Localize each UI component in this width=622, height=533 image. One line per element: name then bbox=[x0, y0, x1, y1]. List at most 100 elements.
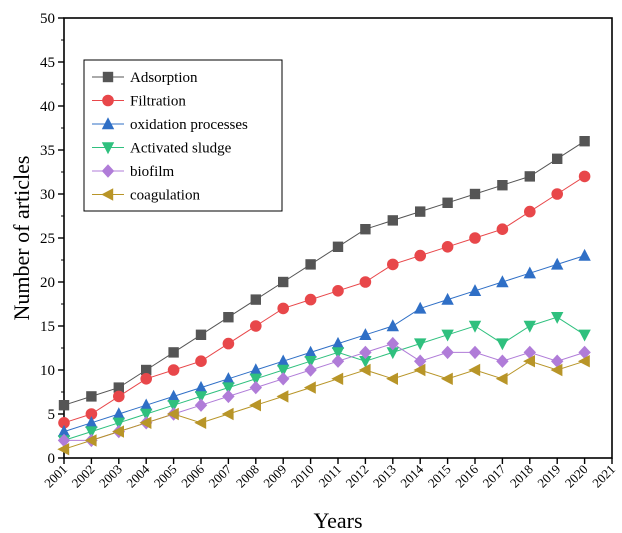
x-tick-label: 2015 bbox=[425, 462, 454, 491]
data-point-adsorption bbox=[59, 400, 69, 410]
data-point-oxidation-processes bbox=[85, 416, 97, 428]
x-tick-label: 2018 bbox=[507, 462, 536, 491]
y-tick-label: 50 bbox=[40, 11, 55, 27]
data-point-filtration bbox=[442, 241, 454, 253]
data-point-activated-sludge bbox=[524, 321, 536, 333]
x-tick-label: 2009 bbox=[260, 462, 289, 491]
data-point-oxidation-processes bbox=[578, 249, 590, 261]
data-point-filtration bbox=[140, 373, 152, 385]
data-point-adsorption bbox=[442, 198, 452, 208]
data-point-oxidation-processes bbox=[195, 381, 207, 393]
data-point-filtration bbox=[414, 250, 426, 262]
legend-label-coagulation: coagulation bbox=[130, 188, 200, 204]
data-point-coagulation bbox=[468, 364, 480, 376]
data-point-biofilm bbox=[469, 346, 481, 359]
data-point-activated-sludge bbox=[551, 312, 563, 324]
data-point-coagulation bbox=[496, 373, 508, 385]
data-point-biofilm bbox=[496, 355, 508, 368]
series-line-filtration bbox=[64, 176, 585, 422]
data-point-adsorption bbox=[415, 206, 425, 216]
y-tick-label: 5 bbox=[48, 407, 56, 423]
legend-label-filtration: Filtration bbox=[130, 94, 186, 110]
x-tick-label: 2021 bbox=[589, 462, 618, 491]
data-point-filtration bbox=[551, 188, 563, 200]
x-tick-label: 2004 bbox=[123, 461, 152, 490]
data-point-coagulation bbox=[249, 399, 261, 411]
data-point-adsorption bbox=[86, 391, 96, 401]
y-tick-label: 10 bbox=[40, 363, 55, 379]
data-point-biofilm bbox=[332, 355, 344, 368]
data-point-oxidation-processes bbox=[167, 390, 179, 402]
x-tick-label: 2020 bbox=[562, 462, 591, 491]
x-tick-label: 2008 bbox=[233, 462, 262, 491]
x-tick-label: 2007 bbox=[206, 461, 235, 490]
legend-label-biofilm: biofilm bbox=[130, 164, 174, 180]
data-point-oxidation-processes bbox=[414, 302, 426, 314]
series-line-oxidation-processes bbox=[64, 256, 585, 432]
data-point-oxidation-processes bbox=[441, 293, 453, 305]
data-point-filtration bbox=[223, 338, 235, 350]
data-point-filtration bbox=[250, 320, 262, 332]
data-point-oxidation-processes bbox=[387, 319, 399, 331]
data-point-oxidation-processes bbox=[359, 328, 371, 340]
data-point-oxidation-processes bbox=[304, 346, 316, 358]
legend: Adsorption Filtration oxidation processes A… bbox=[84, 60, 282, 211]
y-tick-label: 15 bbox=[40, 319, 55, 335]
legend-marker-filtration bbox=[102, 95, 114, 107]
data-point-biofilm bbox=[441, 346, 453, 359]
x-tick-label: 2011 bbox=[315, 462, 344, 491]
y-tick-label: 35 bbox=[40, 143, 55, 159]
data-point-filtration bbox=[469, 232, 481, 244]
data-point-oxidation-processes bbox=[551, 258, 563, 270]
data-point-biofilm bbox=[222, 390, 234, 403]
x-tick-label: 2014 bbox=[397, 461, 426, 490]
data-point-activated-sludge bbox=[441, 330, 453, 342]
data-point-oxidation-processes bbox=[496, 275, 508, 287]
series-line-biofilm bbox=[64, 344, 585, 441]
data-point-coagulation bbox=[386, 373, 398, 385]
x-tick-label: 2005 bbox=[151, 462, 180, 491]
data-point-biofilm bbox=[195, 399, 207, 412]
data-point-adsorption bbox=[470, 189, 480, 199]
legend-label-oxidation-processes: oxidation processes bbox=[130, 117, 248, 133]
data-point-filtration bbox=[524, 206, 536, 218]
x-tick-label: 2001 bbox=[41, 462, 70, 491]
y-tick-label: 0 bbox=[48, 451, 56, 467]
x-tick-label: 2010 bbox=[288, 462, 317, 491]
data-point-coagulation bbox=[304, 381, 316, 393]
y-tick-label: 30 bbox=[40, 187, 55, 203]
data-point-activated-sludge bbox=[496, 338, 508, 350]
data-point-filtration bbox=[277, 303, 289, 315]
data-point-adsorption bbox=[223, 312, 233, 322]
data-point-adsorption bbox=[251, 294, 261, 304]
data-point-activated-sludge bbox=[414, 338, 426, 350]
data-point-filtration bbox=[195, 355, 207, 367]
data-point-adsorption bbox=[579, 136, 589, 146]
legend-label-adsorption: Adsorption bbox=[130, 70, 198, 86]
y-tick-label: 40 bbox=[40, 99, 55, 115]
x-tick-label: 2006 bbox=[178, 461, 207, 490]
data-point-oxidation-processes bbox=[469, 284, 481, 296]
data-point-biofilm bbox=[250, 381, 262, 394]
data-point-adsorption bbox=[525, 171, 535, 181]
x-axis-title: Years bbox=[313, 508, 362, 533]
data-point-adsorption bbox=[278, 277, 288, 287]
data-point-coagulation bbox=[331, 373, 343, 385]
data-point-oxidation-processes bbox=[524, 267, 536, 279]
x-tick-label: 2012 bbox=[343, 462, 372, 491]
data-point-filtration bbox=[579, 171, 591, 183]
data-point-oxidation-processes bbox=[332, 337, 344, 349]
data-point-adsorption bbox=[168, 347, 178, 357]
legend-label-activated-sludge: Activated sludge bbox=[130, 141, 232, 157]
data-point-biofilm bbox=[277, 372, 289, 385]
x-tick-label: 2017 bbox=[480, 461, 509, 490]
data-point-adsorption bbox=[552, 154, 562, 164]
data-point-oxidation-processes bbox=[277, 355, 289, 367]
data-point-adsorption bbox=[333, 242, 343, 252]
data-point-adsorption bbox=[196, 330, 206, 340]
data-point-adsorption bbox=[360, 224, 370, 234]
data-point-coagulation bbox=[194, 417, 206, 429]
x-tick-label: 2002 bbox=[69, 462, 98, 491]
y-axis-title: Number of articles bbox=[9, 156, 34, 321]
y-tick-label: 45 bbox=[40, 55, 55, 71]
